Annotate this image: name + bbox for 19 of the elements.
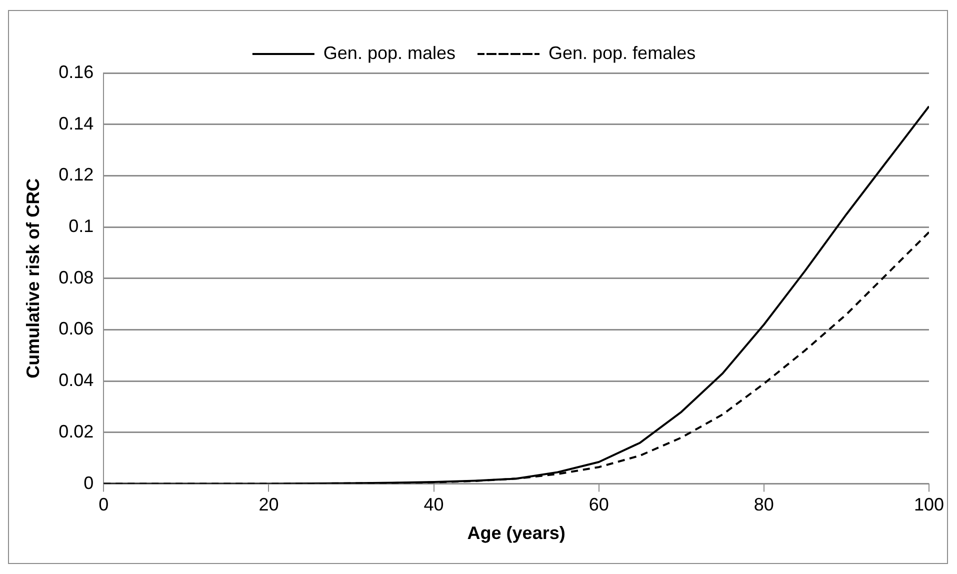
x-tick-label: 0 (98, 494, 109, 515)
y-tick-label: 0.04 (58, 370, 94, 390)
legend-label: Gen. pop. females (548, 42, 696, 63)
y-tick-label: 0.12 (58, 164, 94, 185)
y-tick-label: 0.08 (58, 267, 94, 288)
y-tick-label: 0.1 (68, 216, 94, 236)
x-axis-title: Age (years) (467, 523, 566, 544)
y-tick-label: 0.06 (58, 318, 94, 339)
x-tick-label: 80 (754, 494, 774, 515)
x-tick-label: 40 (424, 494, 444, 515)
y-tick-label: 0 (84, 472, 94, 493)
y-tick-label: 0.02 (58, 421, 94, 442)
x-tick-label: 60 (588, 494, 609, 515)
x-tick-label: 20 (258, 494, 279, 515)
legend-label: Gen. pop. males (323, 42, 456, 63)
x-tick-label: 100 (914, 494, 944, 515)
y-tick-label: 0.16 (58, 62, 94, 82)
y-tick-label: 0.14 (58, 113, 94, 134)
y-axis-title: Cumulative risk of CRC (22, 178, 43, 378)
